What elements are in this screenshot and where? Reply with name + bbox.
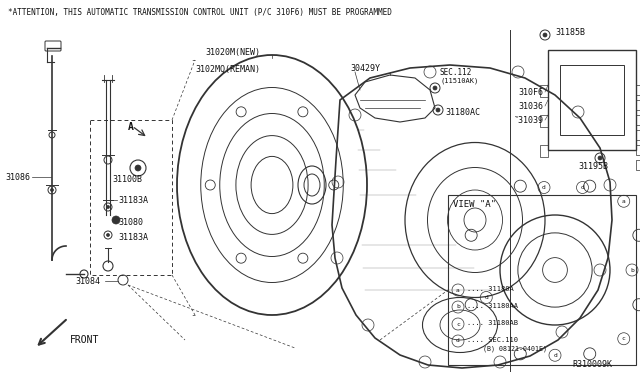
Circle shape [436,108,440,112]
Text: 31180AC: 31180AC [445,108,480,117]
Circle shape [598,156,602,160]
Circle shape [433,86,437,90]
Text: .... 31180AB: .... 31180AB [467,320,518,326]
Bar [636,145,640,155]
Text: VIEW "A": VIEW "A" [453,200,496,209]
Bar [540,85,548,97]
Bar [560,65,624,135]
Text: 31080: 31080 [118,218,143,227]
Text: 31195B: 31195B [578,162,608,171]
Circle shape [51,189,54,192]
Circle shape [543,33,547,37]
Bar [636,130,640,140]
Text: (B) 08121-0401E): (B) 08121-0401E) [467,346,547,353]
Text: 31086: 31086 [5,173,30,182]
Text: d: d [484,295,488,300]
Circle shape [112,216,120,224]
Text: d: d [456,339,460,343]
Text: .... 31180AA: .... 31180AA [467,303,518,309]
Text: FRONT: FRONT [70,335,99,345]
Text: 31084: 31084 [75,277,100,286]
Text: 31100B: 31100B [112,175,142,184]
Text: c: c [456,321,460,327]
Bar [636,115,640,125]
Text: ‶31039: ‶31039 [514,116,544,125]
Text: b: b [630,267,634,273]
Bar [636,100,640,110]
Bar [548,50,636,150]
Text: c: c [622,336,626,341]
Text: a: a [456,288,460,292]
Text: b: b [456,305,460,310]
Text: 31183A: 31183A [118,196,148,205]
Text: 31183A: 31183A [118,233,148,242]
Text: (11510AK): (11510AK) [440,78,478,84]
Bar [540,145,548,157]
Text: .... 31180A: .... 31180A [467,286,514,292]
Text: 30429Y: 30429Y [350,64,380,73]
Bar [540,115,548,127]
Text: R310009K: R310009K [572,360,612,369]
Text: A: A [128,122,134,132]
Circle shape [135,165,141,171]
Text: SEC.112: SEC.112 [440,68,472,77]
Text: *ATTENTION, THIS AUTOMATIC TRANSMISSION CONTROL UNIT (P/C 310F6) MUST BE PROGRAM: *ATTENTION, THIS AUTOMATIC TRANSMISSION … [8,8,392,17]
Text: 31036: 31036 [518,102,543,111]
Circle shape [106,234,109,237]
Text: 31020M(NEW): 31020M(NEW) [205,48,260,57]
Text: .... SEC.110: .... SEC.110 [467,337,518,343]
Text: 3102MQ(REMAN): 3102MQ(REMAN) [195,65,260,74]
Bar [448,195,636,365]
Circle shape [106,205,109,208]
Text: 310F6: 310F6 [518,88,543,97]
Text: d: d [580,185,584,190]
Bar [90,120,172,275]
Text: 31185B: 31185B [555,28,585,37]
Text: a: a [622,199,626,204]
Bar [636,85,640,95]
Text: d: d [542,185,546,190]
Text: d: d [553,353,557,358]
Bar [636,160,640,170]
